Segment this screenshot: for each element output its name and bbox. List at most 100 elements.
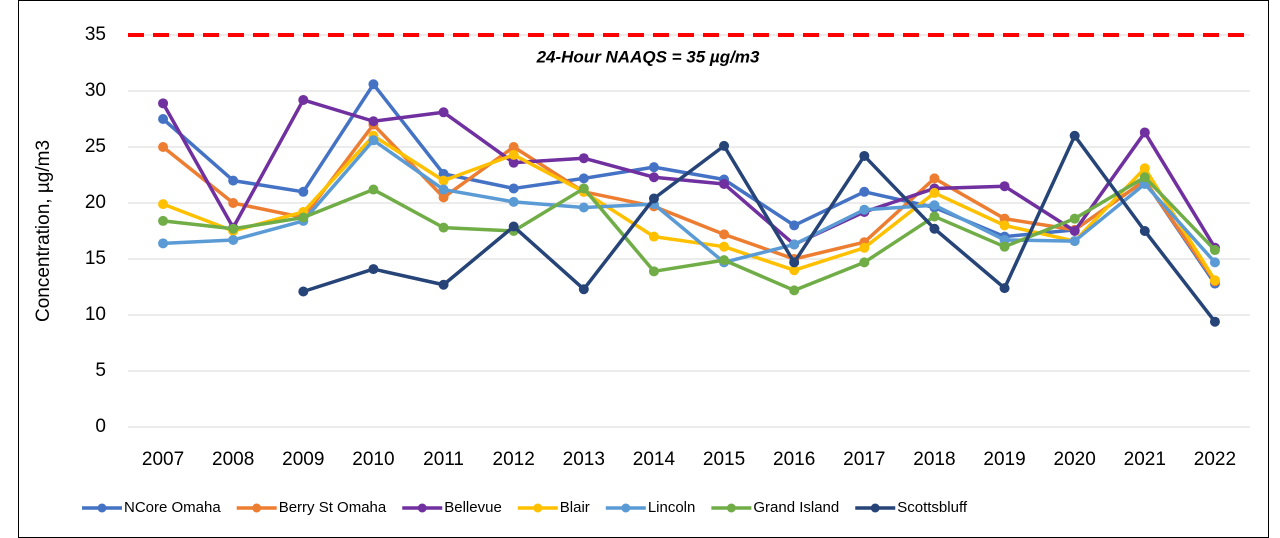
data-point xyxy=(648,193,659,204)
x-tick-label: 2012 xyxy=(493,449,535,470)
data-point xyxy=(1069,236,1080,247)
data-point xyxy=(438,222,449,233)
legend-marker xyxy=(726,503,736,513)
data-point xyxy=(648,172,659,183)
x-tick-label: 2011 xyxy=(423,449,464,470)
data-point xyxy=(859,186,870,197)
data-point xyxy=(1209,275,1220,286)
y-tick-label: 30 xyxy=(85,80,106,101)
data-point xyxy=(1069,226,1080,236)
x-tick-label: 2021 xyxy=(1124,449,1166,470)
series-line xyxy=(161,122,1217,283)
y-tick-label: 10 xyxy=(85,304,106,325)
data-point xyxy=(298,286,309,297)
data-point xyxy=(298,186,309,197)
x-tick-label: 2007 xyxy=(142,449,184,470)
y-axis-label: Concentration, µg/m3 xyxy=(33,140,54,322)
data-point xyxy=(929,200,940,211)
series-line xyxy=(162,175,1217,293)
data-point xyxy=(1139,127,1150,138)
legend-label: Blair xyxy=(560,499,590,516)
y-tick-label: 20 xyxy=(85,192,106,213)
data-point xyxy=(158,98,169,109)
data-point xyxy=(578,153,589,164)
data-point xyxy=(999,283,1010,294)
data-point xyxy=(158,114,169,124)
legend-label: Lincoln xyxy=(648,499,696,516)
x-tick-label: 2017 xyxy=(843,449,885,470)
y-tick-label: 0 xyxy=(95,416,106,437)
data-point xyxy=(929,187,940,198)
data-point xyxy=(1209,316,1220,327)
data-point xyxy=(438,184,449,195)
data-point xyxy=(228,175,239,186)
data-point xyxy=(578,284,589,295)
data-point xyxy=(999,241,1010,252)
x-tick-label: 2010 xyxy=(352,449,394,470)
data-point xyxy=(438,279,449,290)
data-point xyxy=(228,198,239,208)
legend-label: Bellevue xyxy=(444,499,502,516)
data-point xyxy=(368,184,379,195)
data-point xyxy=(158,142,169,152)
data-point xyxy=(508,149,519,160)
x-tick-label: 2014 xyxy=(633,449,676,470)
data-point xyxy=(789,257,800,268)
chart-border xyxy=(18,0,1269,538)
data-point xyxy=(1139,163,1150,174)
data-point xyxy=(1069,130,1080,141)
x-tick-label: 2022 xyxy=(1194,449,1236,470)
legend-label: Scottsbluff xyxy=(897,499,968,516)
data-point xyxy=(158,238,169,249)
legend-marker xyxy=(621,503,631,513)
y-tick-label: 5 xyxy=(95,360,106,381)
data-point xyxy=(719,140,730,151)
data-point xyxy=(228,234,239,245)
legend-label: NCore Omaha xyxy=(124,499,221,516)
legend-marker xyxy=(97,503,107,513)
data-point xyxy=(298,94,309,105)
legend-marker xyxy=(252,503,262,513)
reference-label: 24-Hour NAAQS = 35 µg/m3 xyxy=(536,47,760,66)
x-tick-label: 2016 xyxy=(773,449,815,470)
data-point xyxy=(438,175,449,186)
data-point xyxy=(508,183,519,194)
legend-marker xyxy=(533,503,543,513)
series-line xyxy=(302,134,1217,323)
data-point xyxy=(578,173,589,184)
data-point xyxy=(789,220,800,231)
data-point xyxy=(1139,226,1150,236)
series-line xyxy=(162,138,1217,265)
data-point xyxy=(719,178,730,189)
data-point xyxy=(648,231,659,242)
data-point xyxy=(1209,245,1220,256)
x-tick-label: 2019 xyxy=(983,449,1025,470)
x-tick-label: 2009 xyxy=(282,449,324,470)
data-point xyxy=(578,183,589,194)
data-point xyxy=(508,221,519,232)
data-point xyxy=(1139,172,1150,183)
data-point xyxy=(859,257,870,268)
data-point xyxy=(929,223,940,234)
data-point xyxy=(1209,257,1220,268)
data-point xyxy=(789,285,800,296)
data-point xyxy=(999,220,1010,231)
data-point xyxy=(368,79,379,90)
data-point xyxy=(368,135,379,146)
data-point xyxy=(859,150,870,161)
legend-label: Berry St Omaha xyxy=(279,499,387,516)
data-point xyxy=(1069,213,1080,224)
x-tick-label: 2020 xyxy=(1054,449,1096,470)
data-point xyxy=(368,264,379,275)
data-point xyxy=(228,223,239,234)
legend-marker xyxy=(417,503,427,513)
data-point xyxy=(789,265,800,276)
legend-label: Grand Island xyxy=(753,499,839,516)
data-point xyxy=(859,242,870,253)
data-point xyxy=(508,142,519,152)
x-tick-label: 2018 xyxy=(913,449,955,470)
data-point xyxy=(789,239,800,250)
y-tick-label: 35 xyxy=(85,24,106,45)
data-point xyxy=(719,241,730,252)
